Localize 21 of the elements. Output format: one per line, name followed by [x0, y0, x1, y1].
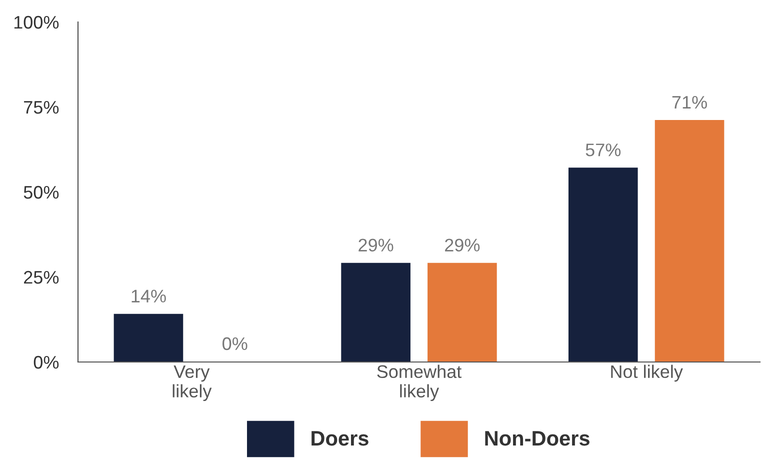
data-label: 0%: [222, 337, 248, 350]
y-tick-label: 75%: [24, 101, 59, 114]
y-tick-label: 50%: [24, 186, 59, 199]
bar: [341, 262, 410, 362]
legend-label: Doers: [312, 431, 368, 446]
data-label: 71%: [672, 96, 707, 109]
x-tick-label: Very likely: [172, 365, 212, 402]
bar: [428, 262, 497, 362]
data-label: 14%: [132, 290, 166, 302]
data-label: 57%: [586, 144, 621, 156]
data-label: 29%: [445, 238, 480, 252]
y-tick-label: 100%: [14, 16, 59, 29]
x-tick-label: Not likely: [611, 364, 683, 382]
bar: [114, 314, 184, 362]
bar: [568, 168, 638, 362]
y-tick-label: 25%: [24, 270, 59, 284]
data-label: 29%: [358, 238, 394, 252]
bar: [654, 120, 724, 362]
x-tick-label: Somewhat likely: [377, 364, 462, 402]
y-tick-label: 0%: [34, 356, 59, 369]
legend-label: Non-Doers: [485, 431, 590, 446]
